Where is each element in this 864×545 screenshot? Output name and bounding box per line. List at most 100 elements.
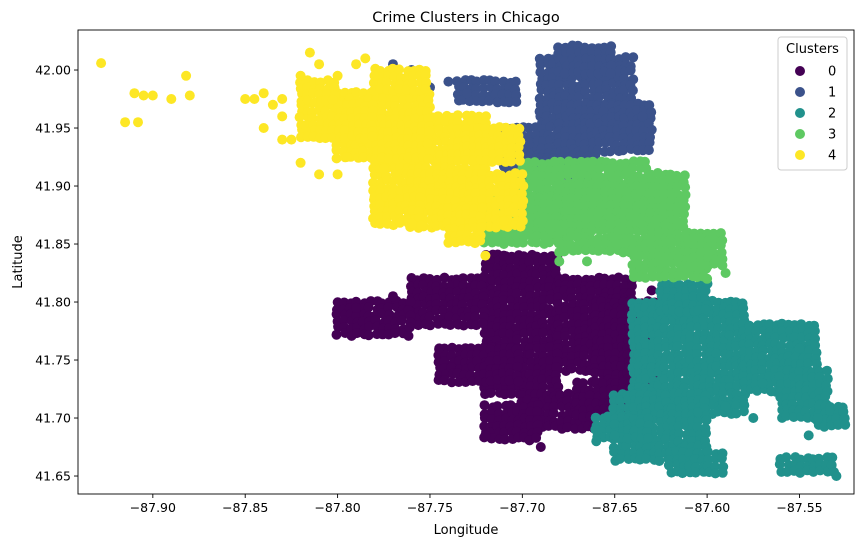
x-tick-label: −87.80 (314, 500, 360, 515)
data-point (339, 133, 350, 144)
data-point (537, 374, 548, 385)
data-point (752, 385, 763, 396)
data-point (643, 433, 654, 443)
data-point (803, 430, 814, 441)
data-point (377, 308, 388, 319)
data-point (415, 192, 426, 203)
data-point (420, 70, 431, 81)
data-point (711, 361, 722, 372)
data-point (423, 154, 434, 164)
data-point (628, 52, 639, 63)
data-point (332, 70, 343, 81)
legend-label: 2 (828, 107, 836, 122)
data-point (738, 303, 749, 314)
data-point (504, 375, 515, 386)
data-point (129, 88, 140, 99)
data-point (672, 341, 683, 352)
data-point (702, 273, 713, 284)
data-point (535, 442, 546, 452)
legend: Clusters 0 1 2 3 4 (777, 36, 848, 171)
data-point (616, 361, 627, 371)
data-point (552, 198, 563, 209)
data-point (258, 123, 269, 133)
data-point (559, 246, 570, 257)
data-point (416, 127, 427, 138)
data-point (470, 188, 481, 198)
data-point (606, 60, 617, 71)
data-point (485, 388, 496, 398)
data-point (559, 68, 570, 79)
data-point (571, 384, 582, 395)
data-point (184, 90, 195, 101)
data-point (422, 138, 433, 149)
data-point (532, 419, 543, 430)
data-point (439, 375, 450, 386)
data-point (688, 291, 699, 302)
y-tick-label: 41.90 (35, 179, 71, 194)
data-point (458, 320, 469, 331)
data-point (659, 374, 670, 385)
data-point (443, 237, 454, 248)
data-point (461, 88, 472, 99)
data-point (730, 341, 741, 352)
data-point (277, 134, 288, 145)
data-point (458, 280, 469, 290)
data-point (710, 468, 721, 479)
data-point (757, 378, 768, 389)
data-point (438, 305, 449, 316)
data-point (543, 184, 554, 195)
data-point (484, 356, 495, 367)
data-point (744, 339, 755, 350)
data-point (498, 295, 509, 306)
data-point (474, 129, 485, 140)
data-point (609, 419, 620, 430)
data-point (506, 156, 517, 167)
data-point (490, 76, 501, 87)
data-point (390, 328, 400, 339)
y-tick-label: 41.75 (35, 353, 71, 368)
data-point (512, 334, 523, 345)
data-point (809, 326, 820, 336)
data-point (638, 226, 649, 237)
data-point (416, 220, 427, 231)
data-point (295, 157, 306, 168)
data-point (425, 320, 436, 331)
data-point (619, 281, 630, 292)
data-point (523, 122, 534, 133)
data-point (833, 419, 844, 430)
data-point (731, 408, 742, 419)
data-point (605, 146, 616, 157)
data-point (559, 312, 570, 322)
data-point (535, 59, 546, 70)
legend-label: 1 (828, 86, 836, 101)
data-point (637, 111, 648, 122)
data-point (674, 388, 685, 399)
data-point (552, 331, 563, 342)
y-tick-label: 41.65 (35, 469, 71, 484)
data-point (578, 411, 588, 422)
data-point (499, 270, 509, 281)
data-point (351, 302, 362, 313)
data-point (331, 329, 342, 340)
data-point (827, 452, 838, 463)
data-point (498, 239, 509, 249)
data-point (646, 285, 657, 296)
data-point (364, 321, 375, 332)
data-point (717, 260, 728, 271)
data-point (778, 332, 789, 343)
data-point (479, 400, 490, 411)
data-point (267, 99, 278, 110)
data-point (513, 142, 524, 153)
data-point (133, 117, 143, 128)
chart-title: Crime Clusters in Chicago (372, 10, 560, 26)
data-point (573, 179, 583, 190)
data-point (395, 162, 406, 173)
data-point (591, 436, 602, 447)
series-0 (331, 249, 661, 452)
data-point (443, 210, 454, 221)
data-point (677, 468, 688, 479)
data-point (510, 76, 521, 87)
data-point (560, 331, 571, 342)
data-point (401, 84, 412, 95)
